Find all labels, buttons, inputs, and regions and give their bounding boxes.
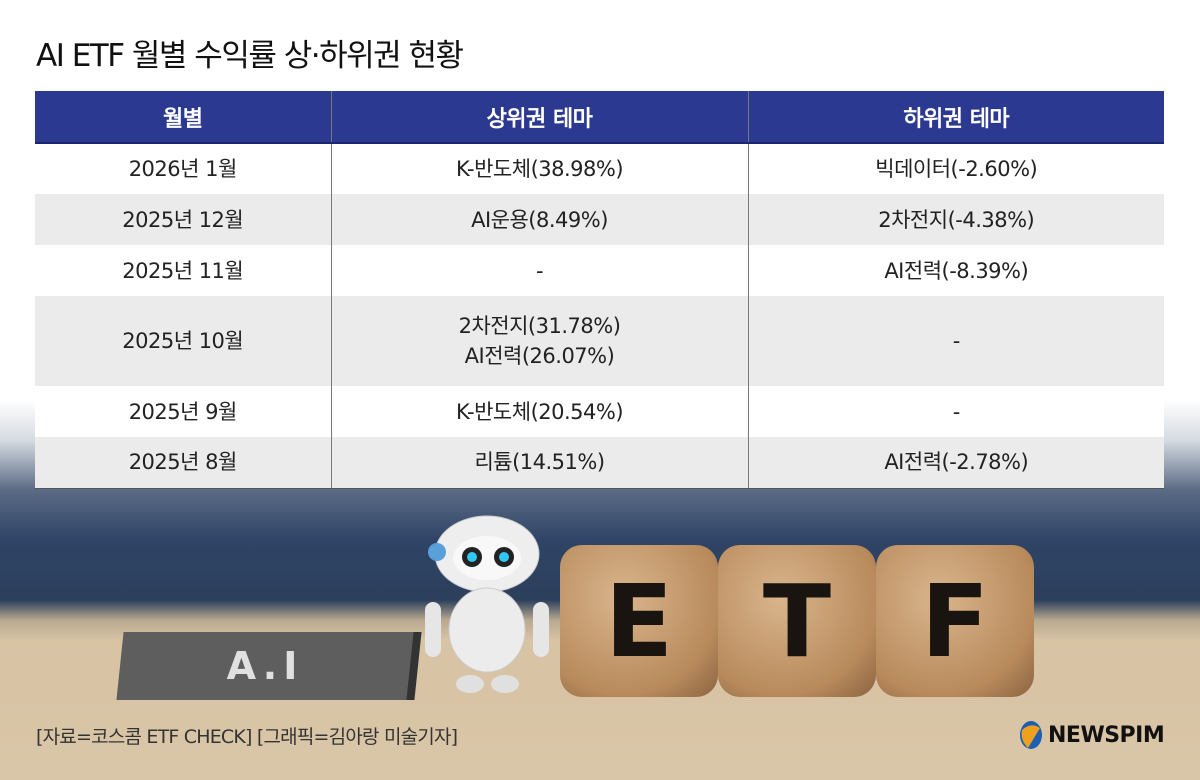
cell-top: 2차전지(31.78%) AI전력(26.07%) xyxy=(330,296,748,386)
cell-bottom: - xyxy=(747,386,1164,437)
robot-illustration xyxy=(425,515,549,693)
die-t: T xyxy=(718,545,876,697)
etf-theme-table: 월별 상위권 테마 하위권 테마 2026년 1월 K-반도체(38.98%) … xyxy=(35,91,1164,489)
newspim-logo-text: NEWSPIM xyxy=(1048,722,1165,748)
cell-top: - xyxy=(330,245,748,296)
cell-month: 2025년 10월 xyxy=(35,296,331,386)
die-f: F xyxy=(876,545,1034,697)
cell-top-line: AI전력(26.07%) xyxy=(464,344,615,368)
cell-month: 2025년 9월 xyxy=(35,386,331,437)
header-month: 월별 xyxy=(35,91,331,144)
cell-bottom: 2차전지(-4.38%) xyxy=(747,194,1164,245)
cell-top-line: 2차전지(31.78%) xyxy=(458,314,621,338)
die-letter: E xyxy=(604,562,674,680)
cell-bottom: AI전력(-2.78%) xyxy=(747,437,1164,489)
source-credit: [자료=코스콤 ETF CHECK] [그래픽=김아랑 미술기자] xyxy=(36,726,458,748)
table-header: 월별 상위권 테마 하위권 테마 xyxy=(35,91,1164,144)
table-row: 2025년 8월 리튬(14.51%) AI전력(-2.78%) xyxy=(35,437,1164,489)
table-row: 2025년 10월 2차전지(31.78%) AI전력(26.07%) - xyxy=(35,296,1164,386)
header-top-theme: 상위권 테마 xyxy=(330,91,748,144)
page-title: AI ETF 월별 수익률 상·하위권 현황 xyxy=(36,38,464,74)
cell-bottom: 빅데이터(-2.60%) xyxy=(747,143,1164,194)
header-bottom-theme: 하위권 테마 xyxy=(747,91,1164,144)
cell-month: 2026년 1월 xyxy=(35,143,331,194)
cell-top: AI운용(8.49%) xyxy=(330,194,748,245)
die-letter: F xyxy=(920,562,990,680)
newspim-logo-icon xyxy=(1020,721,1042,749)
ai-sign-illustration: A.I xyxy=(116,632,414,700)
cell-bottom: - xyxy=(747,296,1164,386)
newspim-logo: NEWSPIM xyxy=(1018,720,1165,750)
table-row: 2025년 12월 AI운용(8.49%) 2차전지(-4.38%) xyxy=(35,194,1164,245)
cell-top: K-반도체(38.98%) xyxy=(330,143,748,194)
cell-top: 리튬(14.51%) xyxy=(330,437,748,489)
die-letter: T xyxy=(762,562,832,680)
cell-month: 2025년 12월 xyxy=(35,194,331,245)
cell-bottom: AI전력(-8.39%) xyxy=(747,245,1164,296)
table-row: 2026년 1월 K-반도체(38.98%) 빅데이터(-2.60%) xyxy=(35,143,1164,194)
cell-month: 2025년 11월 xyxy=(35,245,331,296)
die-e: E xyxy=(560,545,718,697)
cell-month: 2025년 8월 xyxy=(35,437,331,489)
table-row: 2025년 9월 K-반도체(20.54%) - xyxy=(35,386,1164,437)
ai-sign-text: A.I xyxy=(226,644,304,688)
table-row: 2025년 11월 - AI전력(-8.39%) xyxy=(35,245,1164,296)
cell-top: K-반도체(20.54%) xyxy=(330,386,748,437)
